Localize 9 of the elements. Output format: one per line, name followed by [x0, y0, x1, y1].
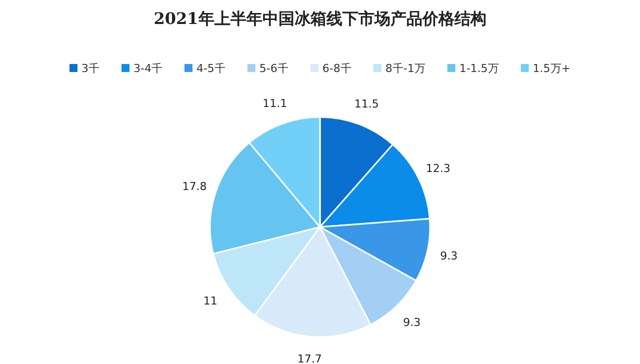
legend-label: 6-8千: [322, 62, 352, 75]
legend-label: 1-1.5万: [459, 62, 499, 75]
legend-label: 8千-1万: [385, 62, 426, 75]
legend-label: 3千: [81, 62, 100, 75]
legend-label: 3-4千: [133, 62, 162, 75]
legend-label: 5-6千: [259, 62, 288, 75]
legend-label: 1.5万+: [532, 62, 571, 75]
legend-label: 4-5千: [196, 62, 226, 75]
title: 2021年上半年中国冰箱线下市场产品价格结构: [154, 9, 486, 28]
